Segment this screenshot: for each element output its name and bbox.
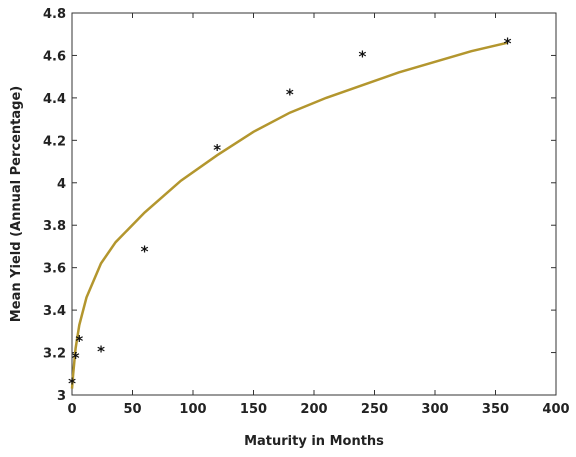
data-point: *	[213, 141, 221, 159]
data-point: *	[358, 47, 366, 65]
x-tick-label: 150	[240, 402, 267, 417]
y-tick-label: 3.4	[43, 304, 66, 319]
y-tick-label: 4.2	[43, 134, 66, 149]
y-tick-labels: 3 3.2 3.4 3.6 3.8 4 4.2 4.4 4.6 4.8	[43, 7, 66, 404]
x-tick-label: 200	[300, 402, 327, 417]
x-axis-title: Maturity in Months	[244, 434, 384, 449]
x-tick-label: 50	[123, 402, 141, 417]
x-tick-label: 0	[67, 402, 76, 417]
y-tick-label: 4	[57, 177, 66, 192]
data-point: *	[75, 332, 83, 350]
x-tick-label: 350	[482, 402, 509, 417]
data-point: *	[72, 349, 80, 367]
y-axis-title: Mean Yield (Annual Percentage)	[9, 86, 24, 322]
fit-curve	[70, 41, 508, 389]
y-tick-label: 4.8	[43, 7, 66, 22]
y-tick-label: 4.6	[43, 49, 66, 64]
x-tick-label: 100	[179, 402, 206, 417]
data-point: *	[68, 374, 76, 392]
x-tick-label: 250	[361, 402, 388, 417]
y-tick-label: 3.2	[43, 347, 66, 362]
plot-area	[71, 12, 557, 396]
data-point: *	[141, 243, 149, 261]
data-point: *	[97, 342, 105, 360]
y-tick-label: 3.6	[43, 262, 66, 277]
y-tick-label: 3.8	[43, 219, 66, 234]
data-points: *********	[68, 35, 512, 393]
x-tick-label: 400	[542, 402, 569, 417]
data-point: *	[504, 35, 512, 53]
x-tick-labels: 0 50 100 150 200 250 300 350 400	[67, 402, 569, 417]
data-point: *	[286, 86, 294, 104]
ticks	[71, 12, 557, 396]
x-tick-label: 300	[421, 402, 448, 417]
y-tick-label: 3	[57, 389, 66, 404]
y-tick-label: 4.4	[43, 92, 66, 107]
